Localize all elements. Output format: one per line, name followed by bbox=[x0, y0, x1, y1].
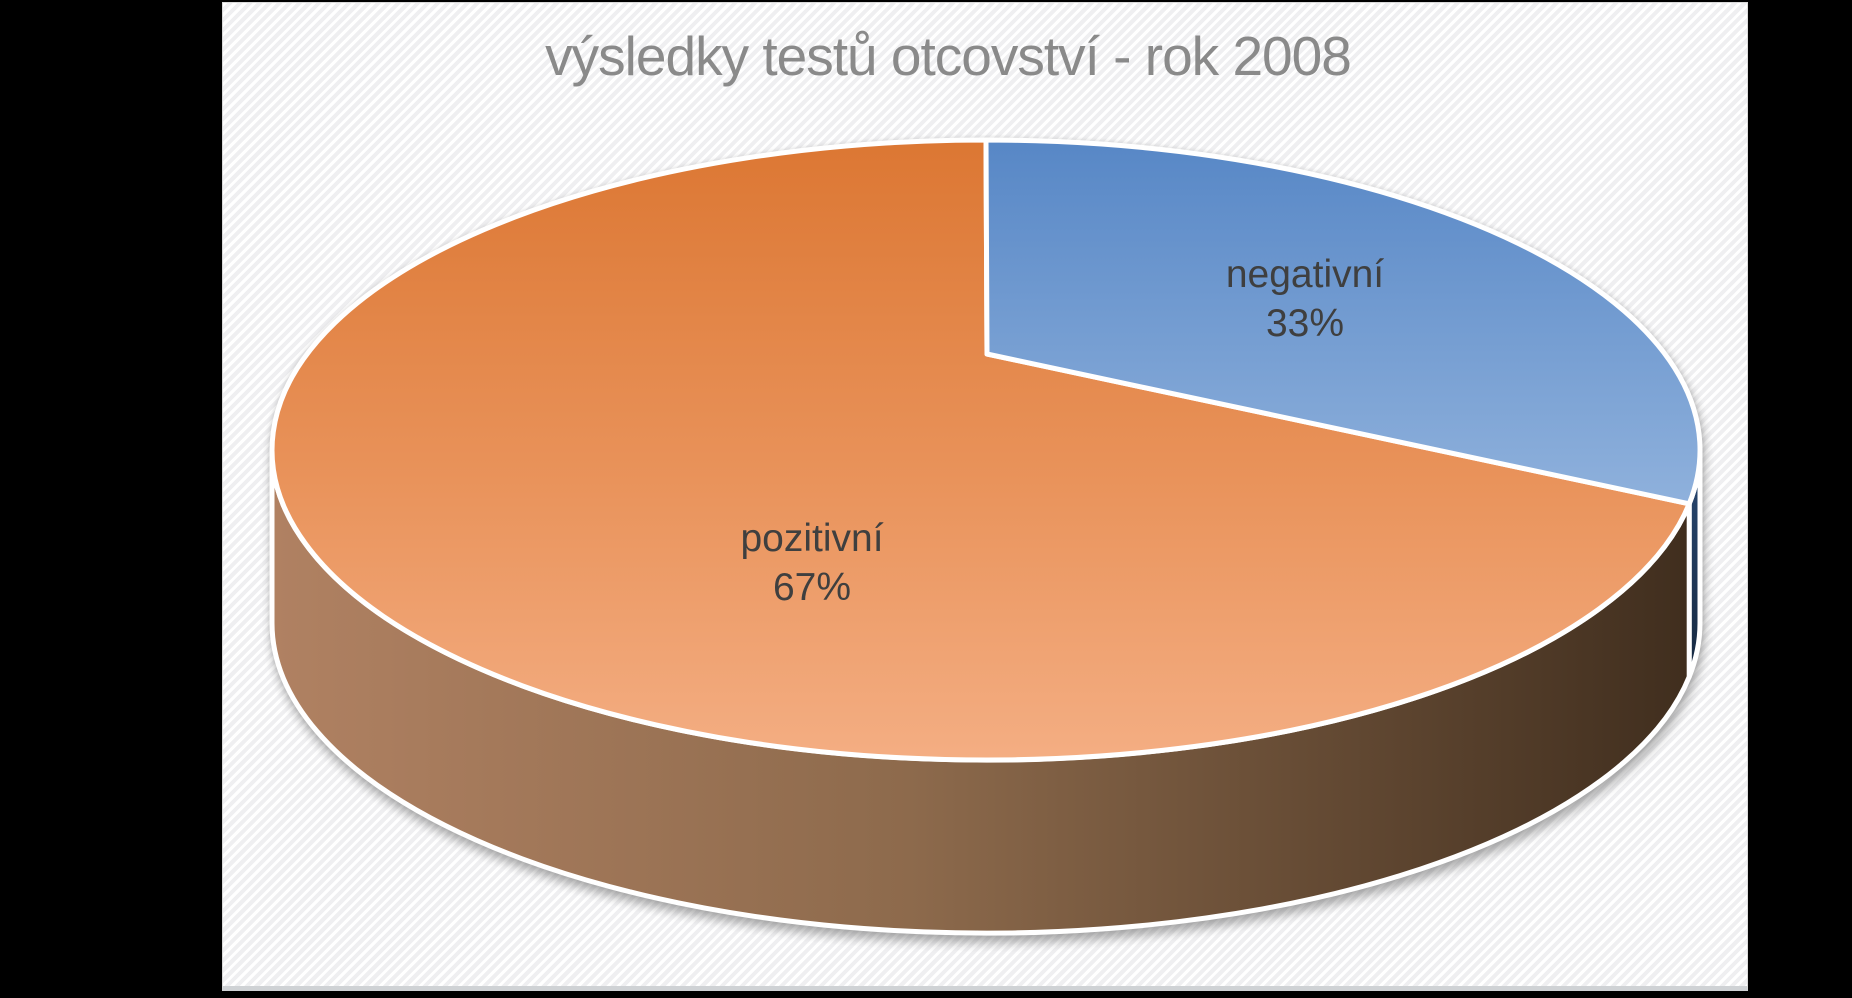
data-label-pozitivni: pozitivní 67% bbox=[662, 514, 962, 612]
data-label-negativni-percent: 33% bbox=[1265, 302, 1345, 345]
chart-title: výsledky testů otcovství - rok 2008 bbox=[545, 25, 1352, 87]
data-label-pozitivni-percent: 67% bbox=[772, 566, 852, 609]
data-label-negativni-name: negativní bbox=[1225, 253, 1385, 296]
data-label-pozitivni-name: pozitivní bbox=[740, 517, 884, 560]
data-label-negativni: negativní 33% bbox=[1155, 250, 1455, 348]
slide-background bbox=[222, 2, 1748, 991]
